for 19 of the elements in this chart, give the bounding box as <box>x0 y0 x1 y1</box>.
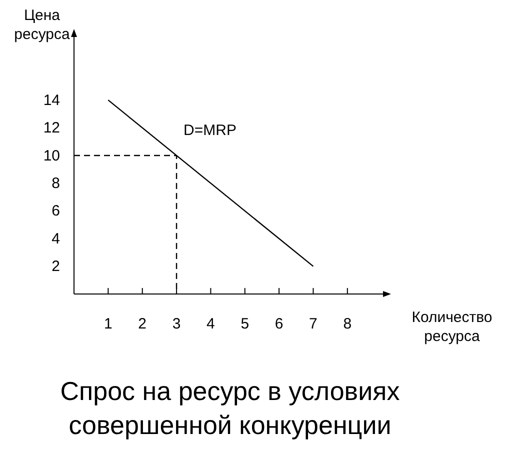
y-tick-label: 10 <box>43 147 60 164</box>
x-axis-title: Количество ресурса <box>412 309 492 345</box>
x-tick-label: 5 <box>240 316 250 333</box>
x-tick-label: 7 <box>309 316 318 333</box>
text: Спрос на ресурс в условиях совершенной конкуренции <box>60 376 400 440</box>
x-tick-label: 2 <box>138 316 147 333</box>
y-tick-label: 14 <box>43 92 60 109</box>
y-tick-label: 2 <box>52 258 60 276</box>
x-tick-label: 4 <box>206 316 215 333</box>
annotation: D=MRP <box>184 122 236 139</box>
y-tick-label: 8 <box>52 175 60 192</box>
x-tick-label: 3 <box>172 316 181 333</box>
x-tick-label: 1 <box>104 316 112 333</box>
y-axis-title: Цена ресурса <box>14 7 71 43</box>
x-tick-label: 8 <box>343 316 352 333</box>
x-tick-label: 6 <box>274 316 284 333</box>
y-tick-label: 12 <box>43 120 60 137</box>
y-tick-label: 6 <box>52 202 60 220</box>
y-tick-label: 4 <box>52 230 60 248</box>
